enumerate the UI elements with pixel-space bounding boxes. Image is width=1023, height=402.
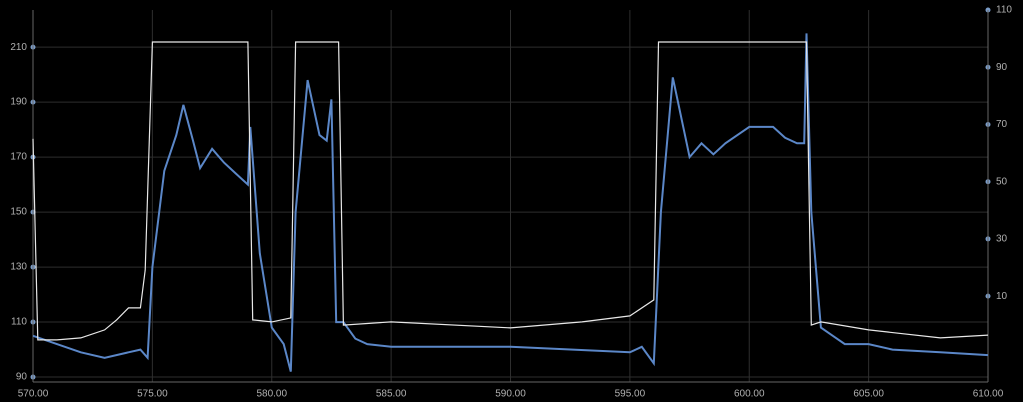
x-tick-label: 590.00 [495, 389, 526, 400]
y2-tick-label: 30 [996, 234, 1008, 245]
x-tick-label: 580.00 [256, 389, 287, 400]
x-tick-label: 595.00 [615, 389, 646, 400]
x-tick-label: 575.00 [137, 389, 168, 400]
y2-tick-label: 90 [996, 62, 1008, 73]
y2-tick-label: 110 [996, 5, 1012, 16]
series-line [32, 41, 989, 341]
x-tick-label: 585.00 [376, 389, 407, 400]
x-tick-label: 600.00 [734, 389, 765, 400]
y-tick-label: 90 [16, 372, 28, 383]
y-tick-label: 210 [10, 42, 27, 53]
y-tick-label: 170 [10, 152, 27, 163]
y2-tick-label: 10 [996, 291, 1008, 302]
x-tick-label: 570.00 [18, 389, 49, 400]
y-tick-label: 110 [11, 317, 27, 328]
series-line [32, 33, 989, 372]
y-tick-label: 130 [10, 262, 27, 273]
y-tick-label: 150 [10, 207, 27, 218]
x-tick-label: 605.00 [853, 389, 884, 400]
y2-tick-label: 70 [996, 119, 1008, 130]
y-tick-label: 190 [10, 97, 27, 108]
x-tick-label: 610.00 [973, 389, 1004, 400]
y2-tick-label: 50 [996, 176, 1008, 187]
